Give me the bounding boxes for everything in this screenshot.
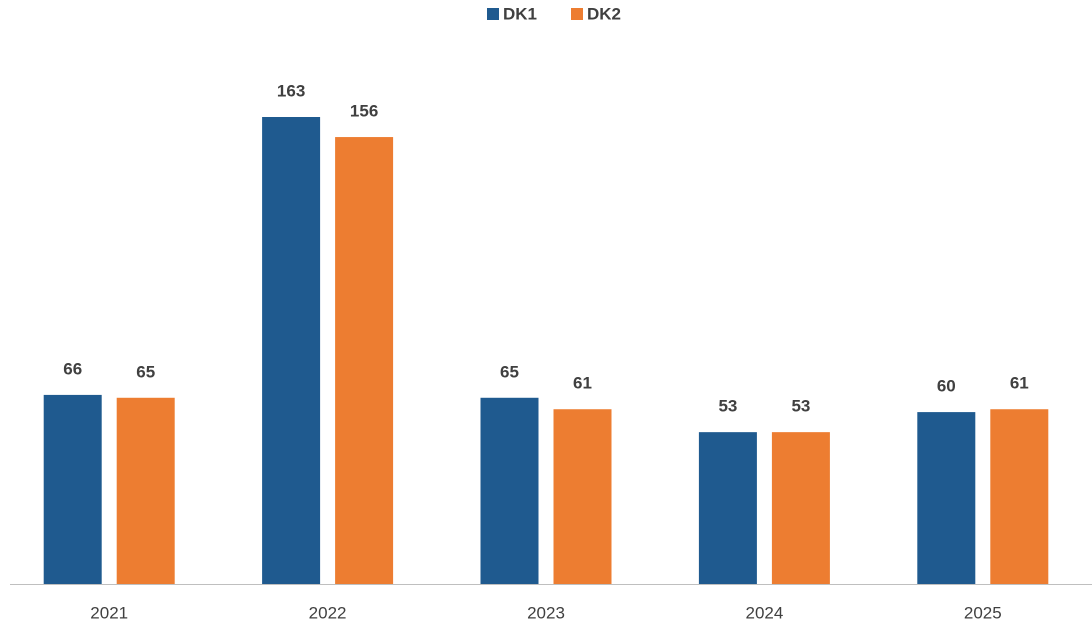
legend-label: DK2 <box>587 4 621 23</box>
bar <box>990 409 1049 584</box>
x-tick-label: 2025 <box>964 603 1002 622</box>
data-label: 65 <box>136 362 155 381</box>
legend-swatch <box>571 8 583 20</box>
data-label: 53 <box>791 397 810 416</box>
bar <box>698 432 757 584</box>
bar <box>917 412 976 584</box>
bar <box>480 397 539 584</box>
x-tick-label: 2021 <box>90 603 128 622</box>
data-label: 53 <box>718 397 737 416</box>
bar <box>43 394 102 584</box>
data-label: 60 <box>937 377 956 396</box>
data-label: 66 <box>63 359 82 378</box>
bar <box>116 397 175 584</box>
data-label: 61 <box>573 374 592 393</box>
legend-swatch <box>487 8 499 20</box>
data-label: 156 <box>350 102 378 121</box>
bar <box>262 117 321 584</box>
x-tick-label: 2023 <box>527 603 565 622</box>
data-label: 61 <box>1010 374 1029 393</box>
x-tick-label: 2022 <box>309 603 347 622</box>
x-tick-label: 2024 <box>745 603 783 622</box>
bar <box>553 409 612 584</box>
data-label: 163 <box>277 81 305 100</box>
legend-label: DK1 <box>503 4 537 23</box>
bar <box>335 137 394 584</box>
data-label: 65 <box>500 362 519 381</box>
bar <box>771 432 830 584</box>
